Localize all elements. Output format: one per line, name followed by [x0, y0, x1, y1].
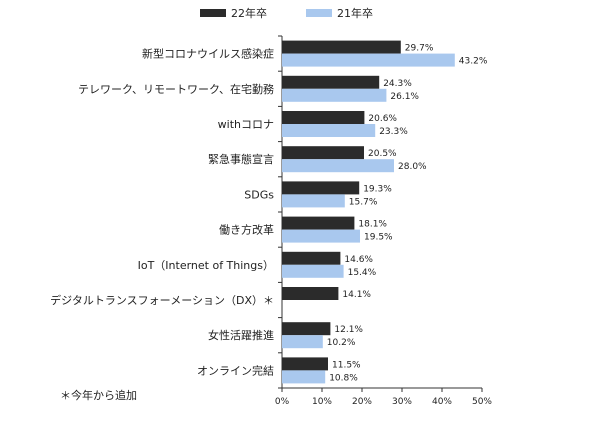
- value-label-21: 10.8%: [329, 373, 358, 383]
- bar-22: [282, 111, 365, 124]
- value-label-22: 12.1%: [334, 325, 363, 335]
- bar-22: [282, 357, 328, 371]
- category-label: withコロナ: [218, 118, 274, 131]
- bar-21: [282, 229, 360, 243]
- value-label-22: 18.1%: [358, 220, 387, 230]
- category-label: 働き方改革: [219, 223, 274, 237]
- bar-21: [282, 370, 326, 384]
- value-label-22: 19.3%: [363, 184, 392, 194]
- x-tick-label: 20%: [352, 397, 372, 407]
- value-label-22: 20.5%: [368, 149, 397, 159]
- value-label-21: 28.0%: [398, 162, 427, 172]
- bar-21: [282, 53, 455, 67]
- bar-21: [282, 194, 345, 208]
- x-tick-label: 40%: [432, 397, 452, 407]
- value-label-21: 15.7%: [349, 197, 378, 207]
- value-label-21: 26.1%: [390, 92, 419, 102]
- value-label-21: 23.3%: [379, 127, 408, 137]
- x-tick-label: 10%: [312, 397, 332, 407]
- value-label-22: 24.3%: [383, 79, 412, 89]
- bar-22: [282, 40, 401, 54]
- bar-21: [282, 124, 376, 137]
- footnote: ＊今年から追加: [60, 388, 137, 402]
- category-label: デジタルトランスフォーメーション（DX）＊: [50, 293, 274, 307]
- category-label: 新型コロナウイルス感染症: [142, 47, 274, 61]
- value-label-21: 19.5%: [364, 233, 393, 243]
- value-label-22: 29.7%: [405, 44, 434, 54]
- bar-21: [282, 335, 323, 349]
- category-label: IoT（Internet of Things）: [138, 259, 274, 272]
- x-tick-label: 50%: [472, 397, 492, 407]
- legend: 22年卒 21年卒: [200, 6, 373, 20]
- bar-22: [282, 251, 341, 265]
- bar-21: [282, 264, 344, 278]
- value-label-21: 10.2%: [327, 338, 356, 348]
- plot-area: 0% 10% 20% 30% 40% 50% 新型コロナウイルス感染症 29.7% 43.2% テ…: [50, 35, 492, 407]
- legend-swatch-22: [200, 9, 226, 17]
- value-label-21: 43.2%: [459, 57, 488, 67]
- x-tick-label: 0%: [275, 397, 290, 407]
- category-label: SDGs: [244, 188, 274, 201]
- category-label: 女性活躍推進: [208, 328, 274, 342]
- value-label-22: 11.5%: [332, 360, 361, 370]
- bar-22: [282, 287, 339, 300]
- bar-22: [282, 75, 380, 89]
- bar-21: [282, 159, 394, 173]
- legend-label-22: 22年卒: [231, 6, 267, 20]
- value-label-21: 15.4%: [348, 268, 377, 278]
- x-tick-label: 30%: [392, 397, 412, 407]
- legend-swatch-21: [306, 9, 332, 17]
- bar-21: [282, 88, 387, 102]
- category-label: オンライン完結: [197, 363, 274, 377]
- value-label-22: 20.6%: [368, 114, 397, 124]
- category-label: テレワーク、リモートワーク、在宅勤務: [78, 82, 274, 96]
- category-label: 緊急事態宣言: [208, 152, 274, 166]
- value-label-22: 14.6%: [344, 255, 373, 265]
- bar-22: [282, 322, 331, 336]
- bar-22: [282, 181, 360, 195]
- bar-22: [282, 216, 355, 230]
- value-label-22: 14.1%: [342, 290, 371, 300]
- legend-label-21: 21年卒: [337, 6, 373, 20]
- bar-22: [282, 146, 364, 160]
